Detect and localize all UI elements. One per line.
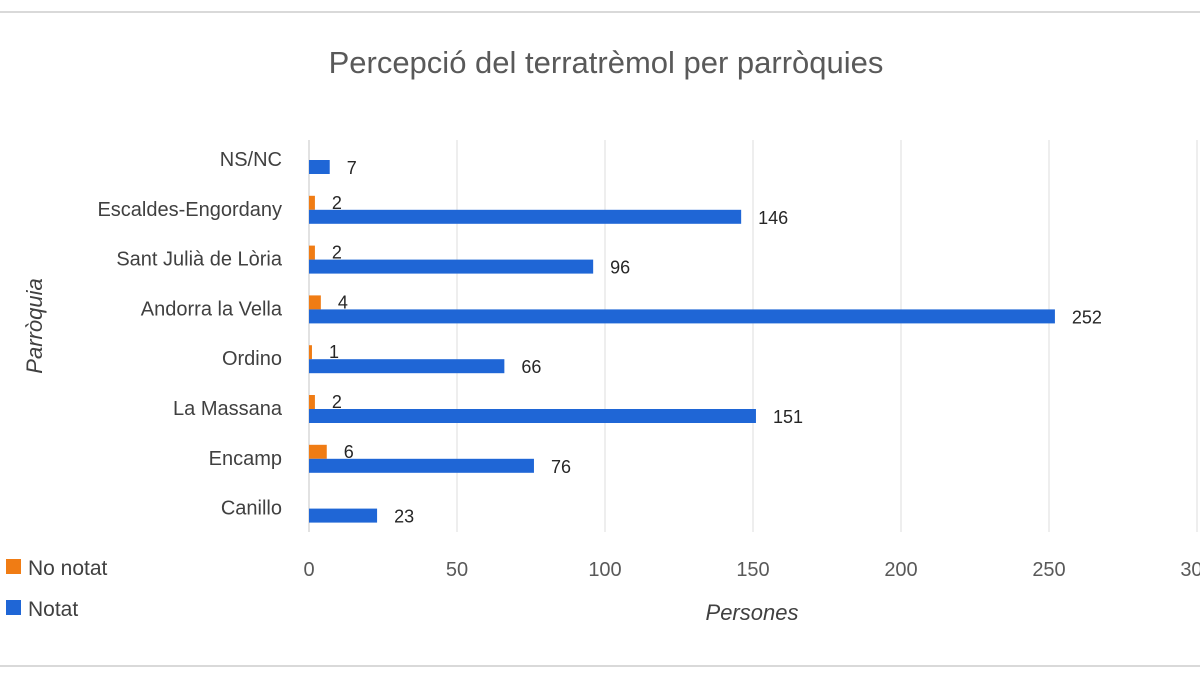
data-label-notat: 76 bbox=[551, 457, 571, 477]
chart-title: Percepció del terratrèmol per parròquies bbox=[329, 45, 884, 80]
data-label-no-notat: 4 bbox=[338, 292, 348, 312]
data-label-no-notat: 2 bbox=[332, 392, 342, 412]
category-label: Andorra la Vella bbox=[141, 298, 283, 320]
bar-notat bbox=[309, 458, 534, 473]
bar-no-notat bbox=[309, 444, 327, 459]
bar-no-notat bbox=[309, 345, 312, 360]
data-label-notat: 146 bbox=[758, 208, 788, 228]
legend-swatch bbox=[6, 559, 21, 574]
legend-swatch bbox=[6, 600, 21, 615]
x-tick-label: 150 bbox=[736, 559, 769, 581]
bar-no-notat bbox=[309, 395, 315, 409]
category-label: Canillo bbox=[221, 498, 282, 520]
data-label-no-notat: 2 bbox=[332, 243, 342, 263]
x-axis-title: Persones bbox=[706, 600, 799, 625]
category-label: Escaldes-Engordany bbox=[97, 199, 282, 221]
data-label-notat: 7 bbox=[347, 158, 357, 178]
bar-notat bbox=[309, 359, 505, 374]
bar-no-notat bbox=[309, 195, 315, 210]
bar-notat bbox=[309, 309, 1055, 324]
x-tick-label: 0 bbox=[303, 559, 314, 581]
x-tick-label: 100 bbox=[588, 559, 621, 581]
y-axis-title: Parròquia bbox=[22, 278, 47, 373]
x-tick-label: 300 bbox=[1180, 559, 1200, 581]
bar-no-notat bbox=[309, 245, 315, 260]
category-label: Ordino bbox=[222, 348, 282, 370]
x-tick-label: 250 bbox=[1032, 559, 1065, 581]
category-label: Sant Julià de Lòria bbox=[116, 249, 283, 271]
data-label-notat: 252 bbox=[1072, 307, 1102, 327]
legend-label: Notat bbox=[28, 598, 78, 621]
bar-notat bbox=[309, 409, 756, 423]
x-tick-label: 200 bbox=[884, 559, 917, 581]
bar-notat bbox=[309, 259, 594, 274]
data-label-no-notat: 6 bbox=[344, 442, 354, 462]
category-label: NS/NC bbox=[220, 149, 282, 171]
bar-notat bbox=[309, 160, 330, 174]
bar-no-notat bbox=[309, 295, 321, 310]
data-label-no-notat: 2 bbox=[332, 193, 342, 213]
data-label-notat: 151 bbox=[773, 407, 803, 427]
legend-label: No notat bbox=[28, 557, 108, 580]
category-label: Encamp bbox=[209, 448, 282, 470]
data-label-notat: 96 bbox=[610, 258, 630, 278]
bar-notat bbox=[309, 508, 378, 523]
data-label-notat: 23 bbox=[394, 507, 414, 527]
data-label-notat: 66 bbox=[521, 357, 541, 377]
data-label-no-notat: 1 bbox=[329, 342, 339, 362]
x-tick-label: 50 bbox=[446, 559, 468, 581]
bar-notat bbox=[309, 209, 742, 224]
category-label: La Massana bbox=[173, 398, 283, 420]
